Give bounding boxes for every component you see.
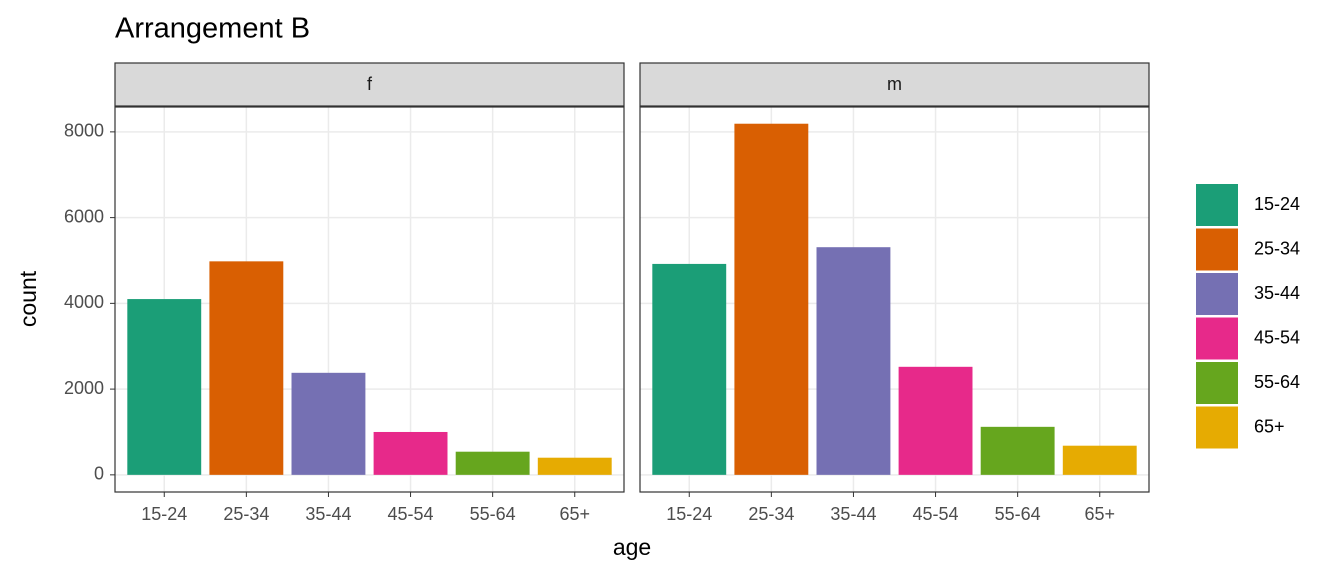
panel-border [639, 106, 1150, 493]
y-tick-label: 2000 [64, 378, 104, 398]
x-tick-label: 45-54 [388, 504, 434, 524]
bar [980, 426, 1055, 475]
bar [898, 366, 973, 475]
legend-label: 65+ [1254, 416, 1285, 436]
bar [455, 451, 530, 475]
bar [734, 123, 809, 475]
x-tick-label: 65+ [559, 504, 590, 524]
x-tick-label: 25-34 [223, 504, 269, 524]
x-tick-label: 15-24 [141, 504, 187, 524]
bar [537, 457, 612, 475]
x-tick-label: 35-44 [305, 504, 351, 524]
legend-key [1196, 362, 1238, 404]
strip [114, 62, 625, 107]
bar [652, 263, 727, 475]
x-tick-label: 25-34 [748, 504, 794, 524]
legend-label: 15-24 [1254, 194, 1300, 214]
legend-key [1196, 184, 1238, 226]
x-axis-label: age [613, 534, 651, 560]
bar [1062, 445, 1137, 475]
bar [816, 247, 891, 475]
x-tick-label: 35-44 [830, 504, 876, 524]
legend-key [1196, 406, 1238, 449]
strip-label: f [367, 74, 373, 94]
y-tick-label: 6000 [64, 206, 104, 226]
legend-label: 45-54 [1254, 327, 1300, 347]
chart-title: Arrangement B [115, 13, 310, 45]
y-tick-label: 0 [94, 464, 104, 484]
bar [291, 372, 366, 475]
legend-key [1196, 273, 1238, 315]
x-tick-label: 55-64 [470, 504, 516, 524]
x-tick-label: 45-54 [913, 504, 959, 524]
bar [209, 261, 284, 475]
panel-border [114, 106, 625, 493]
x-tick-label: 65+ [1084, 504, 1115, 524]
x-tick-label: 55-64 [995, 504, 1041, 524]
strip [639, 62, 1150, 107]
y-tick-label: 4000 [64, 292, 104, 312]
bar [373, 431, 448, 475]
legend-label: 55-64 [1254, 372, 1300, 392]
y-tick-label: 8000 [64, 121, 104, 141]
bar [127, 299, 202, 475]
legend-key [1196, 317, 1238, 360]
y-axis-label: count [15, 270, 41, 327]
strip-label: m [887, 74, 902, 94]
legend-label: 25-34 [1254, 238, 1300, 258]
x-tick-label: 15-24 [666, 504, 712, 524]
legend-label: 35-44 [1254, 283, 1300, 303]
legend-key [1196, 228, 1238, 271]
